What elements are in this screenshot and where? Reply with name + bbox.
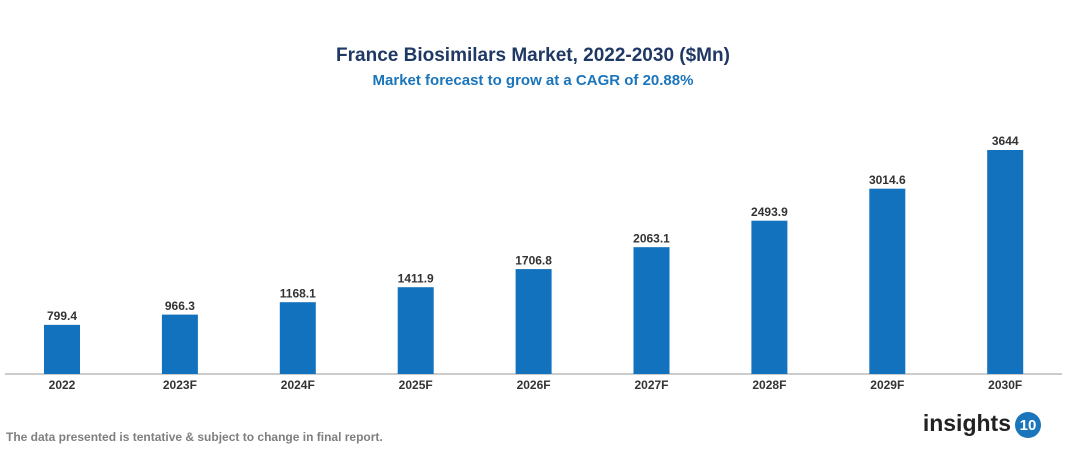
data-label: 1168.1 [280,286,316,300]
chart-title: France Biosimilars Market, 2022-2030 ($M… [336,45,730,66]
x-tick-label: 2028F [752,378,786,392]
x-tick-label: 2023F [163,378,197,392]
logo-number: 10 [1020,417,1037,434]
x-tick-label: 2030F [988,378,1022,392]
bar [633,247,670,374]
data-label: 1411.9 [398,271,434,285]
chart-subtitle: Market forecast to grow at a CAGR of 20.… [373,72,694,89]
data-label: 2063.1 [633,231,670,245]
bar [279,302,316,374]
data-label: 3014.6 [869,173,906,187]
bar [987,150,1024,374]
bar [515,269,552,374]
data-label: 1706.8 [515,253,552,267]
footer-note: The data presented is tentative & subjec… [6,430,383,444]
x-tick-label: 2029F [870,378,904,392]
logo-text: insights [923,410,1011,436]
bar [397,287,434,374]
data-label: 3644 [992,134,1019,148]
bar [161,314,198,374]
x-tick-label: 2022 [49,378,76,392]
logo-badge [1015,412,1041,438]
data-label: 799.4 [47,309,77,323]
x-tick-label: 2025F [399,378,433,392]
bar [751,220,788,374]
x-tick-label: 2024F [281,378,315,392]
x-tick-label: 2027F [634,378,668,392]
data-label: 966.3 [165,299,195,313]
x-tick-label: 2026F [517,378,551,392]
bar [869,188,906,374]
data-label: 2493.9 [751,205,788,219]
bar [44,324,80,374]
